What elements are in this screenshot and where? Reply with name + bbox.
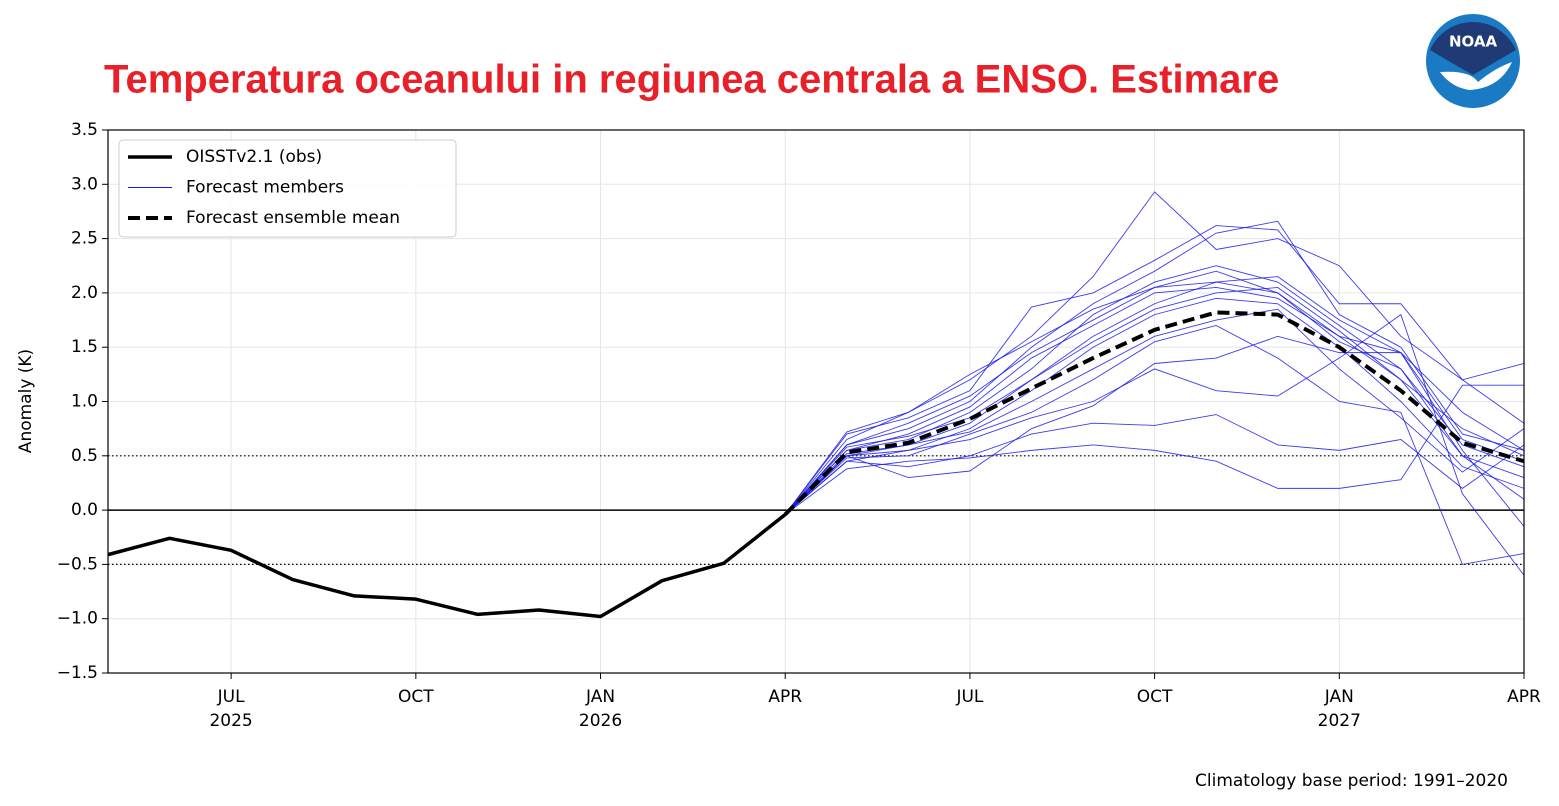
member-line — [784, 276, 1525, 515]
legend-label: OISSTv2.1 (obs) — [186, 147, 322, 167]
x-tick-line: APR — [1507, 687, 1541, 707]
plot-frame — [107, 129, 1525, 674]
x-tick-line: JUL — [217, 687, 245, 707]
member-line — [784, 324, 1525, 565]
chart-title: Temperatura oceanului in regiunea centra… — [104, 58, 1279, 102]
y-tick-label: 1.0 — [71, 392, 98, 412]
logo-bird — [1440, 62, 1512, 90]
x-tick-line: OCT — [1137, 687, 1173, 707]
member-line — [784, 384, 1524, 515]
member-line — [784, 414, 1525, 515]
series-line — [107, 513, 787, 619]
x-tick-line: 2027 — [1318, 711, 1361, 731]
legend-label: Forecast ensemble mean — [186, 208, 400, 228]
logo-text: NOAA — [1449, 33, 1498, 51]
member-line — [784, 313, 1525, 576]
x-tick-label: OCT — [1137, 687, 1173, 707]
y-tick-label: 0.0 — [71, 500, 98, 520]
legend-label: Forecast members — [186, 178, 344, 198]
legend-box — [118, 139, 457, 238]
x-tick-line: OCT — [398, 687, 434, 707]
y-tick-label: 2.5 — [71, 229, 98, 249]
x-tick-line: JAN — [1324, 687, 1354, 707]
member-line — [784, 287, 1525, 515]
x-tick-label: APR — [768, 687, 802, 707]
y-tick-label: −1.0 — [57, 609, 98, 629]
y-tick-label: 1.5 — [71, 337, 98, 357]
y-tick-label: −0.5 — [57, 554, 98, 574]
x-tick-label: JUL 2025 — [209, 687, 252, 731]
y-tick-label: −1.5 — [57, 663, 98, 683]
x-tick-line: JUL — [955, 687, 983, 707]
note: Climatology base period: 1991–2020 — [1195, 771, 1508, 791]
x-tick-label: JAN 2027 — [1318, 687, 1361, 731]
member-line — [784, 220, 1525, 515]
y-tick-label: 0.5 — [71, 446, 98, 466]
y-tick-label: 3.0 — [71, 174, 98, 194]
y-tick-label: 2.0 — [71, 283, 98, 303]
x-tick-line: JAN — [585, 687, 615, 707]
x-tick-line: 2025 — [209, 711, 252, 731]
noaa-logo: NOAA — [1426, 14, 1520, 108]
x-tick-label: OCT — [398, 687, 434, 707]
member-line — [784, 225, 1525, 515]
x-tick-label: JAN 2026 — [579, 687, 622, 731]
x-tick-label: JUL — [955, 687, 983, 707]
x-tick-label: APR — [1507, 687, 1541, 707]
logo-top — [1430, 21, 1516, 75]
x-tick-line: APR — [768, 687, 802, 707]
y-axis-label: Anomaly (K) — [16, 349, 36, 453]
y-tick-label: 3.5 — [71, 120, 98, 140]
series-line — [783, 310, 1525, 516]
legend: OISSTv2.1 (obs) Forecast members Forecast … — [118, 139, 457, 238]
x-tick-line: 2026 — [579, 711, 622, 731]
member-line — [784, 308, 1525, 515]
